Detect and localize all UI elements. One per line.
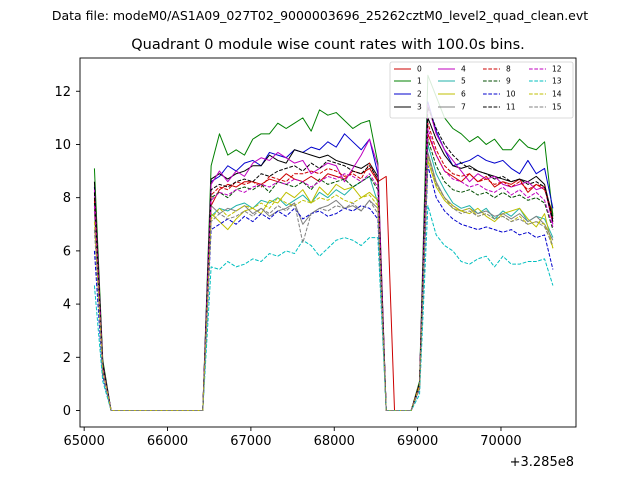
y-tick-label: 8 <box>63 191 71 206</box>
legend-label-0: 0 <box>417 65 422 74</box>
legend-label-12: 12 <box>552 65 562 74</box>
series-lines <box>93 74 554 412</box>
x-tick-label: 68000 <box>314 434 355 449</box>
legend-label-11: 11 <box>506 103 516 112</box>
x-axis-offset-label: +3.285e8 <box>510 455 574 470</box>
y-tick-label: 10 <box>54 138 71 153</box>
legend-label-15: 15 <box>552 103 562 112</box>
legend-box <box>389 61 574 119</box>
legend-label-8: 8 <box>506 65 511 74</box>
legend-label-5: 5 <box>461 77 466 86</box>
x-tick-label: 65000 <box>63 434 104 449</box>
plot-frame <box>79 57 577 428</box>
y-tick-label: 6 <box>63 244 71 259</box>
legend-label-3: 3 <box>417 103 422 112</box>
legend-label-6: 6 <box>461 90 466 99</box>
legend-label-4: 4 <box>461 65 466 74</box>
legend-label-2: 2 <box>417 90 422 99</box>
x-tick-label: 67000 <box>230 434 271 449</box>
y-tick-label: 4 <box>63 298 71 313</box>
chart-title: Quadrant 0 module wise count rates with … <box>131 37 525 53</box>
y-tick-label: 2 <box>63 351 71 366</box>
legend-label-9: 9 <box>506 77 511 86</box>
x-tick-label: 66000 <box>147 434 188 449</box>
legend-label-13: 13 <box>552 77 562 86</box>
plot-area <box>80 58 576 427</box>
x-axis: 65000 66000 67000 68000 69000 70000 <box>63 427 522 449</box>
x-tick-label: 69000 <box>397 434 438 449</box>
y-tick-label: 0 <box>63 404 71 419</box>
legend-label-10: 10 <box>506 90 516 99</box>
y-tick-label: 12 <box>54 85 71 100</box>
legend-label-1: 1 <box>417 77 422 86</box>
series-line-15 <box>93 154 554 412</box>
figure-suptitle: Data file: modeM0/AS1A09_027T02_90000036… <box>52 8 588 23</box>
legend-label-14: 14 <box>552 90 562 99</box>
y-axis: 0 2 4 6 8 10 12 <box>54 85 80 419</box>
x-tick-label: 70000 <box>480 434 521 449</box>
legend-label-7: 7 <box>461 103 466 112</box>
